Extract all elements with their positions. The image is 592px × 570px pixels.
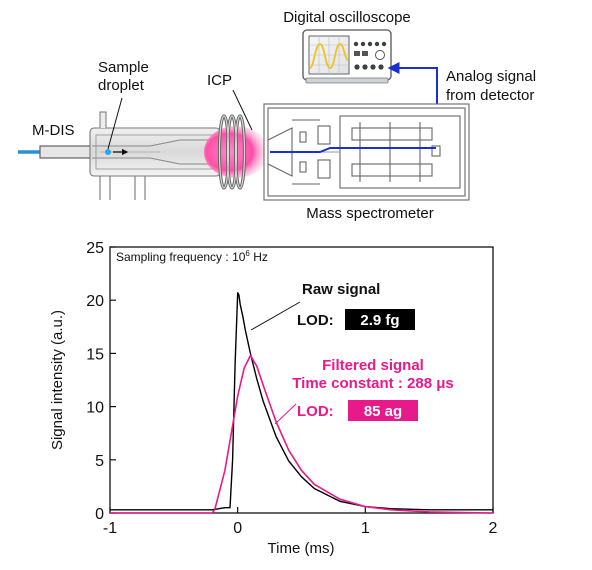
raw-lod-badge bbox=[345, 309, 415, 330]
oscilloscope-knobs bbox=[353, 41, 387, 70]
raw-signal-line bbox=[110, 292, 493, 511]
raw-signal-pointer bbox=[250, 301, 301, 331]
y-tick-label: 20 bbox=[86, 293, 104, 310]
oscilloscope-waveform bbox=[309, 43, 349, 69]
sample-droplet bbox=[105, 149, 111, 155]
mass-spectrometer-label: Mass spectrometer bbox=[306, 205, 434, 222]
filtered-signal-label: Filtered signal bbox=[322, 357, 424, 374]
raw-lod-label: LOD: bbox=[297, 312, 334, 329]
sample-droplet-label-line1: Sample bbox=[98, 59, 149, 76]
oscilloscope-label: Digital oscilloscope bbox=[283, 9, 411, 26]
mdis-device bbox=[39, 145, 93, 159]
filtered-signal-pointer bbox=[274, 403, 297, 425]
x-axis-label: Time (ms) bbox=[268, 540, 335, 557]
plot-area bbox=[109, 246, 494, 514]
icp-pointer bbox=[232, 89, 253, 131]
filtered-signal-line bbox=[110, 354, 494, 514]
sampling-frequency-label: Sampling frequency : 106 Hz bbox=[116, 249, 268, 264]
series-layer bbox=[110, 292, 494, 514]
raw-signal-label: Raw signal bbox=[302, 281, 380, 298]
x-tick-label: 2 bbox=[489, 520, 498, 537]
x-axis: -1 0 1 2 bbox=[103, 507, 498, 537]
raw-lod-value: 2.9 fg bbox=[360, 312, 399, 329]
y-axis: 0 5 10 15 20 25 bbox=[86, 240, 116, 523]
analog-signal-label-line1: Analog signal bbox=[446, 68, 536, 85]
mdis-label: M-DIS bbox=[32, 122, 75, 139]
y-tick-label: 10 bbox=[86, 400, 104, 417]
y-tick-label: 5 bbox=[95, 453, 104, 470]
y-tick-label: 0 bbox=[95, 506, 104, 523]
instrument-schematic: Digital oscilloscope Analog signal from … bbox=[18, 9, 536, 222]
sample-droplet-pointer bbox=[107, 97, 123, 150]
ion-beam bbox=[270, 147, 436, 153]
oscilloscope: Digital oscilloscope bbox=[283, 9, 411, 84]
icp-torch bbox=[89, 111, 222, 200]
x-tick-label: -1 bbox=[103, 520, 117, 537]
filtered-lod-badge bbox=[348, 400, 418, 421]
filtered-time-constant: Time constant : 288 μs bbox=[292, 375, 453, 392]
filtered-lod-label: LOD: bbox=[297, 403, 334, 420]
x-tick-label: 1 bbox=[361, 520, 370, 537]
y-tick-label: 25 bbox=[86, 240, 104, 257]
x-tick-label: 0 bbox=[233, 520, 242, 537]
sampling-frequency-exponent: 6 bbox=[245, 249, 250, 258]
sample-droplet-label-line2: droplet bbox=[98, 77, 145, 94]
analog-signal-label-line2: from detector bbox=[446, 87, 534, 104]
filtered-lod-value: 85 ag bbox=[364, 403, 402, 420]
icp-label: ICP bbox=[207, 72, 232, 89]
y-tick-label: 15 bbox=[86, 346, 104, 363]
y-axis-label: Signal intensity (a.u.) bbox=[49, 310, 66, 450]
